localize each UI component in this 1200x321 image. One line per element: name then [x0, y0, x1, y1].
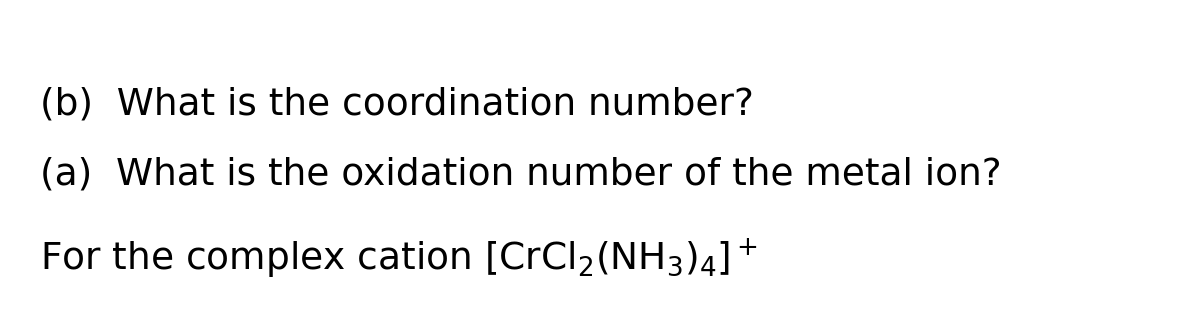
Text: For the complex cation $[\mathrm{CrCl_2(NH_3)_4}]^+$: For the complex cation $[\mathrm{CrCl_2(…: [40, 236, 758, 280]
Text: (b)  What is the coordination number?: (b) What is the coordination number?: [40, 87, 754, 123]
Text: (a)  What is the oxidation number of the metal ion?: (a) What is the oxidation number of the …: [40, 157, 1002, 193]
